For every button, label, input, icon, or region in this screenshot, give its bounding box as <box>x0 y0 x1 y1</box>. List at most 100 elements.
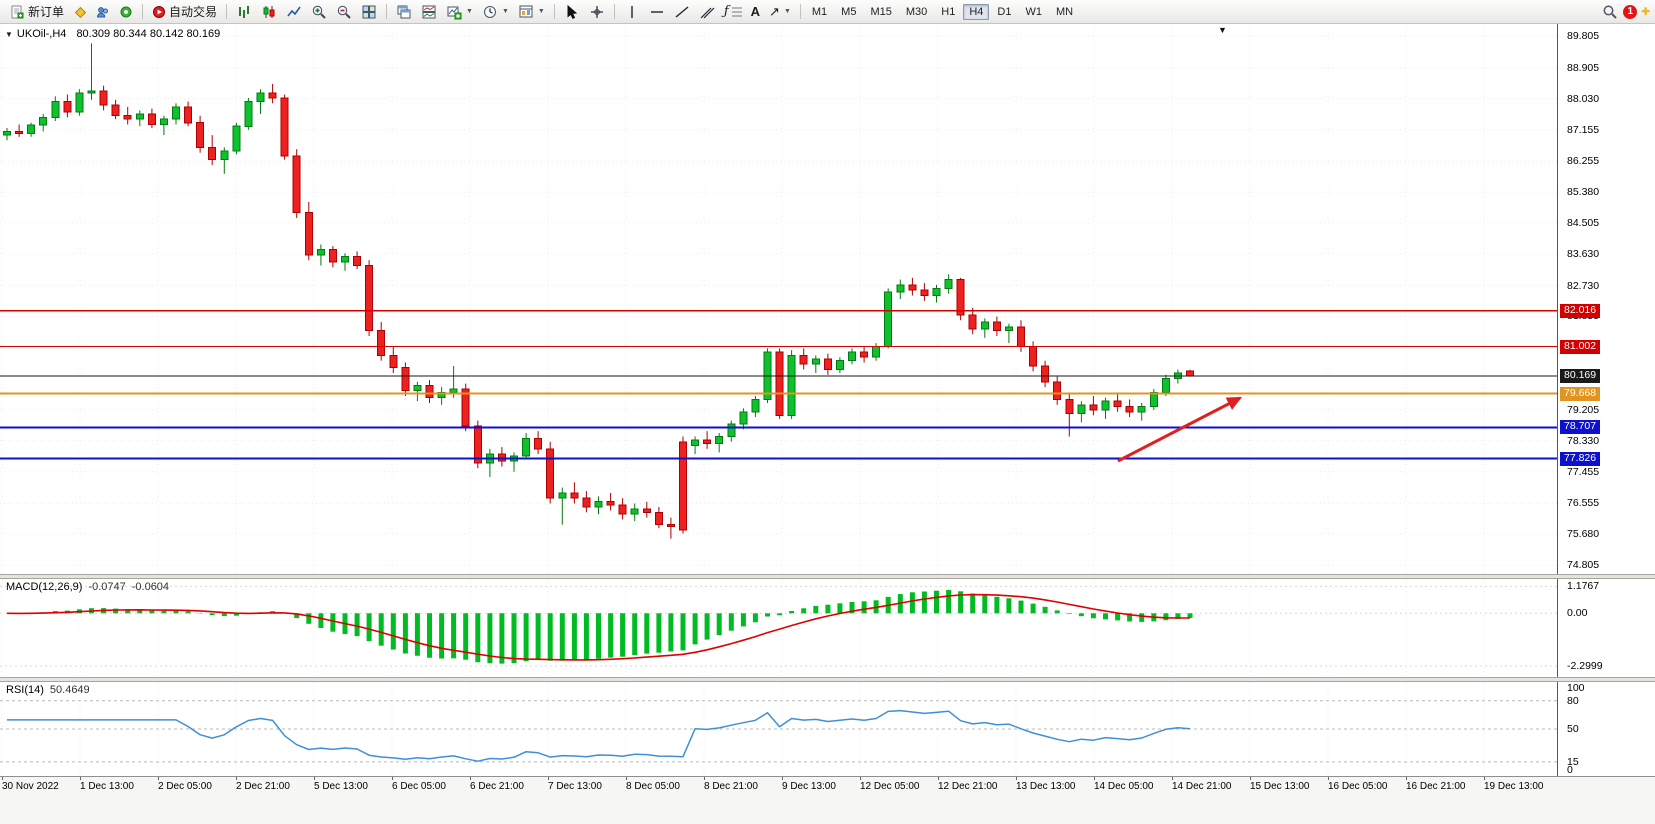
chevron-down-icon: ▼ <box>501 8 509 15</box>
candlestick-icon <box>263 5 275 18</box>
macd-axis: 1.1767 0.00 -2.2999 <box>1558 579 1655 677</box>
templates-icon <box>519 5 533 17</box>
line-chart-button[interactable] <box>282 2 306 22</box>
new-order-button[interactable]: 新订单 <box>5 2 68 22</box>
time-tick <box>470 777 471 780</box>
time-label: 16 Dec 05:00 <box>1328 781 1388 792</box>
trendline-button[interactable] <box>670 2 694 22</box>
cursor-button[interactable] <box>560 2 584 22</box>
timeframe-h1[interactable]: H1 <box>941 5 956 18</box>
new-chart-button[interactable]: ▼ <box>442 2 477 22</box>
time-label: 14 Dec 21:00 <box>1172 781 1232 792</box>
time-label: 6 Dec 05:00 <box>392 781 446 792</box>
rsi-scale-label: 100 <box>1567 682 1585 694</box>
tile-vertical-icon <box>422 5 436 18</box>
crosshair-button[interactable] <box>585 2 609 22</box>
timeframe-d1[interactable]: D1 <box>997 5 1012 18</box>
trend-arrow-annotation <box>1117 396 1243 463</box>
text-tool-icon: A <box>750 4 761 19</box>
timeframe-m15[interactable]: M15 <box>870 5 892 18</box>
cursor-icon <box>567 4 577 19</box>
contacts-button[interactable] <box>92 2 114 22</box>
price-tick: 88.905 <box>1567 61 1600 74</box>
price-chart-pane[interactable] <box>0 24 1557 574</box>
fibonacci-icon: ƒ <box>723 4 729 19</box>
timeframe-m1[interactable]: M1 <box>811 5 828 18</box>
rsi-scale-label: 80 <box>1567 694 1579 707</box>
price-chart-canvas <box>0 24 1557 574</box>
panel-separator[interactable] <box>0 574 1655 579</box>
panel-separator[interactable] <box>0 677 1655 682</box>
arrows-button[interactable]: ↗ ▼ <box>765 2 795 22</box>
time-label: 30 Nov 2022 <box>2 781 59 792</box>
price-line-tag[interactable]: 77.826 <box>1560 451 1601 466</box>
price-tick: 85.380 <box>1567 186 1600 199</box>
time-label: 12 Dec 05:00 <box>860 781 920 792</box>
rsi-canvas <box>0 682 1557 776</box>
vertical-line-button[interactable] <box>620 2 644 22</box>
autotrading-button[interactable]: 自动交易 <box>148 2 221 22</box>
arrow-tool-icon: ↗ <box>769 3 780 19</box>
macd-pane[interactable]: MACD(12,26,9) -0.0747 -0.0604 <box>0 579 1557 677</box>
price-line-tag[interactable]: 81.002 <box>1560 339 1601 354</box>
time-tick <box>236 777 237 780</box>
zoom-in-icon <box>312 5 326 19</box>
chat-icon <box>120 6 132 17</box>
fibonacci-button[interactable]: ƒ <box>720 2 746 22</box>
toolbar-separator <box>613 4 615 19</box>
price-line-tag[interactable]: 82.016 <box>1560 303 1601 318</box>
timeframe-m5[interactable]: M5 <box>841 5 857 18</box>
search-button[interactable] <box>1598 2 1622 22</box>
rsi-pane[interactable]: RSI(14) 50.4649 <box>0 682 1557 776</box>
timeframe-w1[interactable]: W1 <box>1025 5 1042 18</box>
time-tick <box>626 777 627 780</box>
price-tick: 76.555 <box>1567 497 1600 510</box>
clock-button[interactable]: ▼ <box>478 2 513 22</box>
toolbar-separator <box>799 4 801 19</box>
zoom-out-button[interactable] <box>332 2 356 22</box>
zoom-in-button[interactable] <box>307 2 331 22</box>
time-tick <box>1250 777 1251 780</box>
time-tick <box>548 777 549 780</box>
templates-button[interactable]: ▼ <box>514 2 549 22</box>
new-chart-icon <box>447 6 462 19</box>
rsi-value: 50.4649 <box>49 684 90 696</box>
time-axis[interactable]: 30 Nov 2022 1 Dec 13:00 2 Dec 05:00 2 Dec 2… <box>0 776 1655 824</box>
timeframe-m30[interactable]: M30 <box>905 5 928 18</box>
fibonacci-lines-icon <box>731 7 742 16</box>
text-button[interactable]: A <box>747 2 764 22</box>
chart-collapse-icon[interactable]: ▼ <box>5 29 13 39</box>
time-tick <box>1172 777 1173 780</box>
macd-scale-label: -2.2999 <box>1567 660 1603 672</box>
timeframe-h4[interactable]: H4 <box>963 3 990 20</box>
support-button[interactable] <box>115 2 137 22</box>
trendline-icon <box>675 5 689 18</box>
bar-chart-button[interactable] <box>232 2 256 22</box>
chart-shift-marker-icon[interactable]: ▼ <box>1218 25 1227 35</box>
price-line-tag[interactable]: 79.668 <box>1560 386 1601 401</box>
add-icon[interactable]: + <box>1641 2 1650 20</box>
price-line-tag[interactable]: 78.707 <box>1560 420 1601 435</box>
candlestick-chart-button[interactable] <box>257 2 281 22</box>
community-button[interactable] <box>69 2 91 22</box>
timeframe-mn[interactable]: MN <box>1055 5 1074 18</box>
time-tick <box>80 777 81 780</box>
time-label: 9 Dec 13:00 <box>782 781 836 792</box>
toolbar-separator <box>226 4 228 19</box>
channel-button[interactable] <box>695 2 719 22</box>
time-tick <box>860 777 861 780</box>
tile-windows-button[interactable] <box>357 2 381 22</box>
macd-signal-value: -0.0604 <box>131 581 170 593</box>
tile-windows-icon <box>362 5 376 18</box>
time-label: 19 Dec 13:00 <box>1484 781 1544 792</box>
tile-vertical-button[interactable] <box>417 2 441 22</box>
price-line-tag[interactable]: 80.169 <box>1560 368 1601 383</box>
time-tick <box>938 777 939 780</box>
price-axis[interactable]: 89.805 88.905 88.030 87.155 86.255 85.380 84.5… <box>1558 24 1655 574</box>
rsi-label: RSI(14) 50.4649 <box>6 684 90 696</box>
notification-badge[interactable]: 1 <box>1623 4 1638 19</box>
toolbar-separator <box>386 4 388 19</box>
chevron-down-icon: ▼ <box>537 8 545 15</box>
horizontal-line-button[interactable] <box>645 2 669 22</box>
cascade-windows-button[interactable] <box>392 2 416 22</box>
